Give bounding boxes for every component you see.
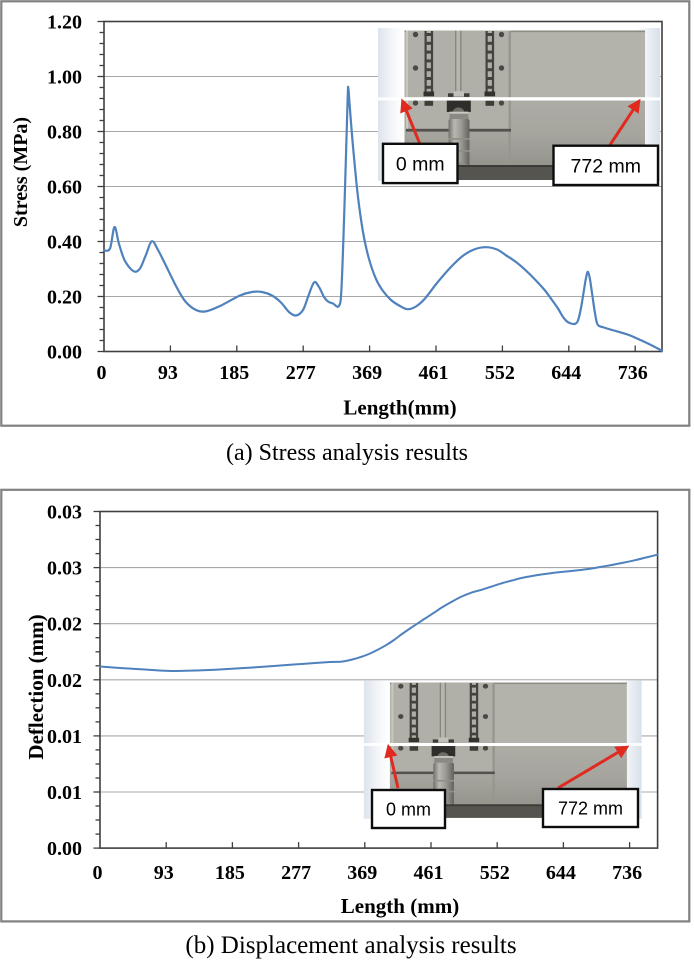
svg-text:369: 369: [352, 362, 382, 384]
svg-text:Length(mm): Length(mm): [343, 396, 456, 420]
svg-text:93: 93: [158, 362, 178, 384]
svg-text:0.60: 0.60: [47, 177, 82, 199]
svg-text:Length (mm): Length (mm): [341, 894, 459, 918]
svg-text:0 mm: 0 mm: [396, 154, 445, 176]
svg-text:0.40: 0.40: [47, 232, 82, 254]
svg-text:369: 369: [347, 862, 377, 884]
svg-text:644: 644: [546, 862, 576, 884]
svg-text:(a) Stress analysis results: (a) Stress analysis results: [226, 440, 468, 466]
svg-text:185: 185: [219, 362, 249, 384]
svg-text:1.20: 1.20: [47, 12, 82, 34]
svg-text:0.20: 0.20: [47, 287, 82, 309]
svg-text:552: 552: [485, 362, 515, 384]
svg-text:461: 461: [414, 862, 444, 884]
svg-text:0.00: 0.00: [47, 342, 82, 364]
svg-text:93: 93: [154, 862, 174, 884]
svg-text:736: 736: [618, 362, 648, 384]
svg-text:0.02: 0.02: [47, 670, 82, 692]
svg-text:0.02: 0.02: [47, 614, 82, 636]
svg-text:772 mm: 772 mm: [571, 155, 641, 177]
svg-text:552: 552: [480, 862, 510, 884]
svg-text:0.01: 0.01: [47, 782, 82, 804]
svg-text:0: 0: [93, 862, 103, 884]
svg-text:(b) Displacement analysis resu: (b) Displacement analysis results: [185, 932, 516, 959]
svg-text:Stress (MPa): Stress (MPa): [10, 117, 32, 227]
svg-text:0.03: 0.03: [47, 558, 82, 580]
svg-text:0.03: 0.03: [47, 502, 82, 524]
svg-text:Deflection (mm): Deflection (mm): [24, 614, 48, 759]
svg-text:461: 461: [419, 362, 449, 384]
svg-text:0 mm: 0 mm: [386, 800, 431, 820]
svg-text:277: 277: [286, 362, 316, 384]
svg-text:277: 277: [281, 862, 311, 884]
svg-text:1.00: 1.00: [47, 67, 82, 89]
svg-text:0: 0: [97, 362, 107, 384]
svg-text:644: 644: [551, 362, 581, 384]
svg-text:736: 736: [612, 862, 642, 884]
svg-text:0.00: 0.00: [47, 838, 82, 860]
svg-text:772 mm: 772 mm: [558, 799, 623, 819]
svg-text:0.01: 0.01: [47, 726, 82, 748]
svg-text:185: 185: [215, 862, 245, 884]
svg-text:0.80: 0.80: [47, 122, 82, 144]
